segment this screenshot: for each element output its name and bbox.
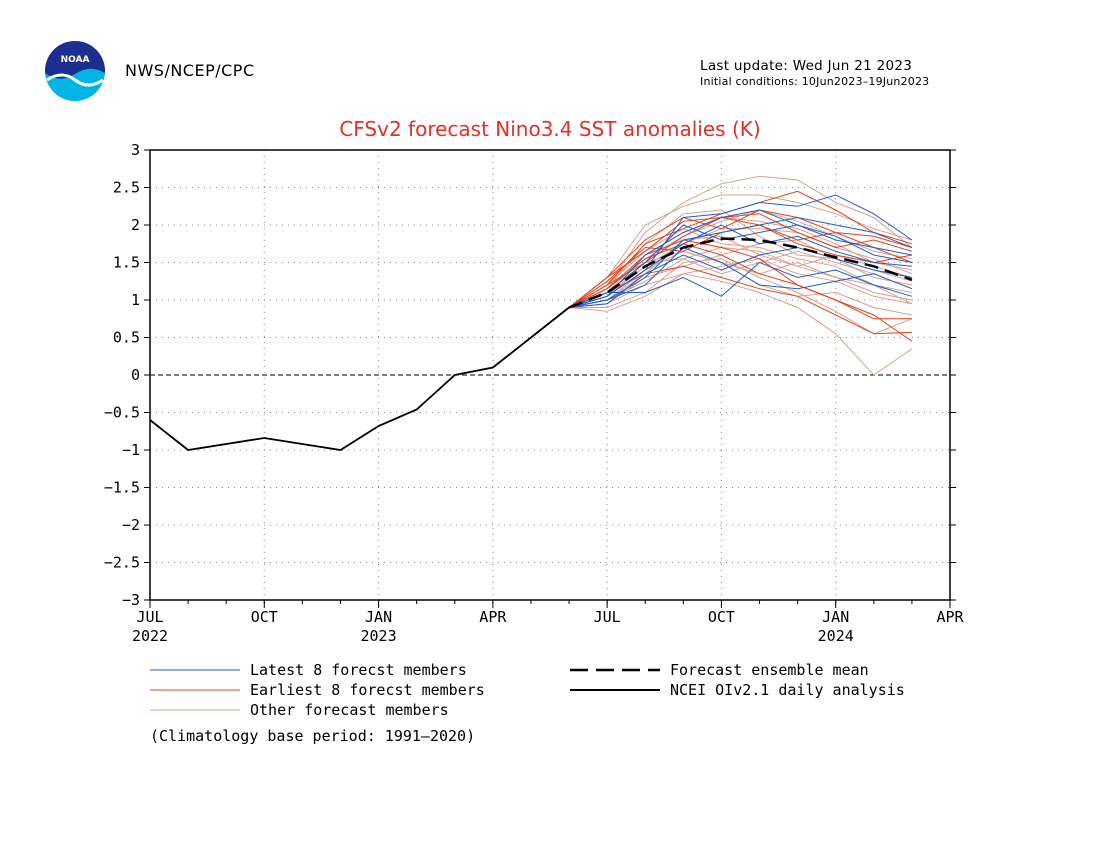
x-tick-label: APR	[936, 608, 964, 626]
other-member-line	[568, 273, 913, 376]
y-tick-label: 2	[131, 216, 140, 234]
y-tick-label: −1.5	[104, 479, 140, 497]
x-tick-year: 2024	[818, 627, 854, 645]
x-tick-label: APR	[479, 608, 507, 626]
ensemble-mean-line	[568, 237, 913, 309]
earliest-member-line	[568, 209, 913, 308]
y-tick-label: 2.5	[113, 179, 140, 197]
y-tick-label: 1.5	[113, 254, 140, 272]
other-member-line	[568, 228, 913, 308]
latest-member-line	[568, 209, 912, 308]
legend-mean-label: Forecast ensemble mean	[670, 661, 869, 679]
legend-other-label: Other forecast members	[250, 701, 449, 719]
logo-text: NOAA	[61, 55, 90, 65]
y-tick-label: 3	[131, 141, 140, 159]
y-tick-label: −1	[122, 441, 140, 459]
initial-conditions-text: Initial conditions: 10Jun2023–19Jun2023	[700, 75, 930, 88]
legend-observed-label: NCEI OIv2.1 daily analysis	[670, 681, 905, 699]
x-tick-year: 2023	[361, 627, 397, 645]
y-tick-label: −2	[122, 516, 140, 534]
x-tick-label: JAN	[822, 608, 849, 626]
x-tick-year: 2022	[132, 627, 168, 645]
x-tick-label: JUL	[136, 608, 163, 626]
earliest-member-line	[568, 239, 913, 342]
latest-member-line	[568, 224, 912, 308]
y-tick-label: −2.5	[104, 554, 140, 572]
chart-title: CFSv2 forecast Nino3.4 SST anomalies (K)	[339, 117, 760, 141]
y-tick-label: 1	[131, 291, 140, 309]
x-tick-label: JUL	[594, 608, 621, 626]
latest-member-line	[568, 224, 912, 308]
y-tick-label: 0.5	[113, 329, 140, 347]
latest-member-line	[568, 246, 912, 308]
agency-label: NWS/NCEP/CPC	[125, 61, 255, 80]
y-tick-label: −0.5	[104, 404, 140, 422]
legend-latest-label: Latest 8 forecst members	[250, 661, 467, 679]
observed-line	[149, 306, 570, 451]
y-tick-label: 0	[131, 366, 140, 384]
plot-frame	[149, 149, 951, 601]
noaa-logo: NOAA	[44, 40, 106, 106]
last-update-text: Last update: Wed Jun 21 2023	[700, 58, 913, 74]
climatology-footnote: (Climatology base period: 1991—2020)	[150, 727, 475, 745]
legend-earliest-label: Earliest 8 forecst members	[250, 681, 485, 699]
x-tick-label: OCT	[708, 608, 735, 626]
x-tick-label: OCT	[251, 608, 278, 626]
y-tick-label: −3	[122, 591, 140, 609]
x-tick-label: JAN	[365, 608, 392, 626]
earliest-member-line	[568, 216, 913, 308]
latest-member-line	[568, 246, 913, 308]
